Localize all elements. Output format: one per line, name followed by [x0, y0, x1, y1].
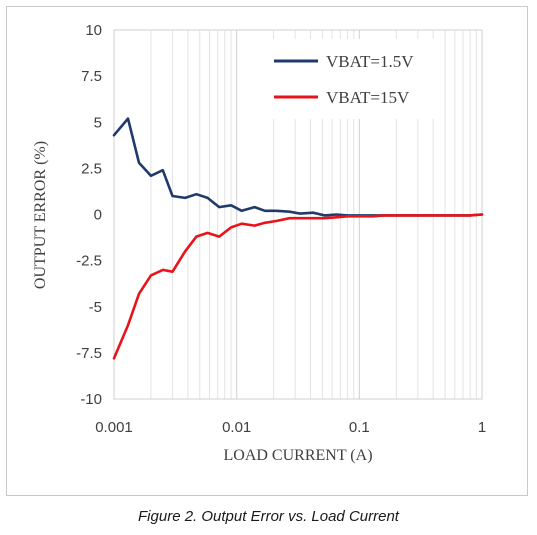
legend-label: VBAT=15V: [326, 88, 410, 107]
y-tick-label: -10: [80, 391, 102, 408]
x-tick-label: 1: [478, 419, 486, 436]
chart-frame: 10 7.5 5 2.5 0 -2.5 -5 -7.5 -10 0.001 0.01 0.1 1 VBA…: [6, 6, 528, 496]
x-axis-label: LOAD CURRENT (A): [223, 447, 372, 464]
series-line-2: [112, 213, 484, 360]
series-line-1: [112, 117, 484, 217]
y-tick-label: -7.5: [76, 345, 102, 362]
x-tick-label: 0.001: [95, 419, 133, 436]
y-tick-label: -2.5: [76, 253, 102, 270]
legend: VBAT=1.5V VBAT=15V: [266, 39, 444, 119]
axes: 10 7.5 5 2.5 0 -2.5 -5 -7.5 -10 0.001 0.01 0.1 1: [76, 22, 486, 436]
y-tick-label: 2.5: [81, 160, 102, 177]
y-tick-label: 7.5: [81, 68, 102, 85]
output-error-chart: 10 7.5 5 2.5 0 -2.5 -5 -7.5 -10 0.001 0.01 0.1 1 VBA…: [32, 22, 486, 464]
x-tick-label: 0.01: [222, 419, 251, 436]
y-tick-label: 0: [94, 207, 102, 224]
y-axis-label: OUTPUT ERROR (%): [32, 141, 49, 289]
legend-background: [266, 39, 444, 119]
y-tick-label: 5: [94, 114, 102, 131]
y-tick-label: 10: [85, 22, 102, 39]
x-tick-label: 0.1: [349, 419, 370, 436]
y-tick-label: -5: [89, 299, 102, 316]
legend-label: VBAT=1.5V: [326, 52, 414, 71]
series-lines: [112, 117, 484, 360]
figure-caption: Figure 2. Output Error vs. Load Current: [138, 508, 399, 525]
